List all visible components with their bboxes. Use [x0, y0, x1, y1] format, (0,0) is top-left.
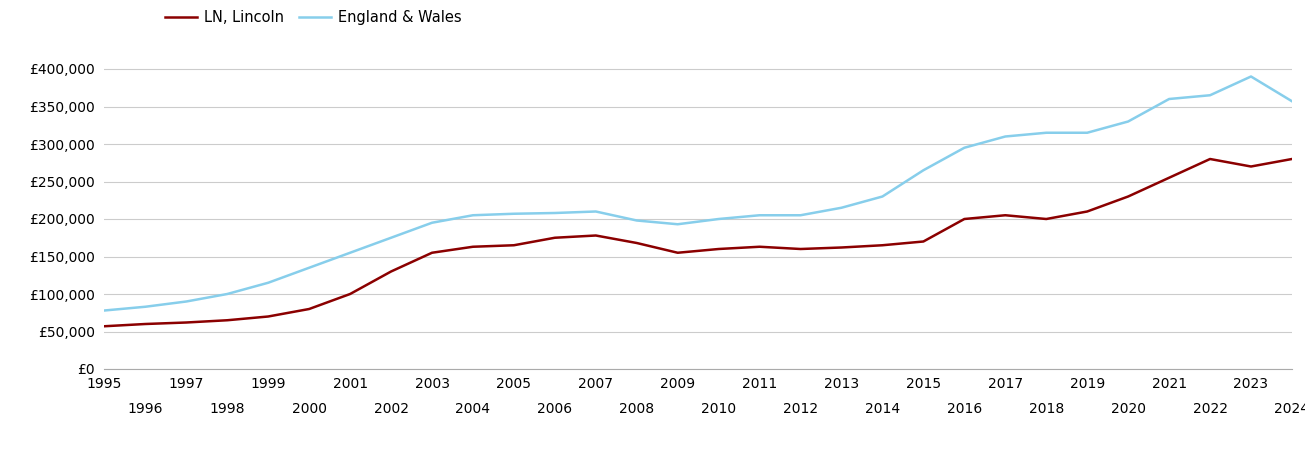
- LN, Lincoln: [1039, 216, 1054, 222]
- England & Wales: [669, 221, 685, 227]
- LN, Lincoln: [137, 321, 153, 327]
- LN, Lincoln: [465, 244, 480, 249]
- England & Wales: [506, 211, 522, 216]
- England & Wales: [547, 210, 562, 216]
- England & Wales: [1120, 119, 1135, 124]
- England & Wales: [342, 250, 358, 256]
- England & Wales: [711, 216, 727, 222]
- LN, Lincoln: [506, 243, 522, 248]
- LN, Lincoln: [1244, 164, 1259, 169]
- England & Wales: [384, 235, 399, 240]
- England & Wales: [916, 167, 932, 173]
- England & Wales: [957, 145, 972, 150]
- LN, Lincoln: [547, 235, 562, 240]
- England & Wales: [465, 212, 480, 218]
- LN, Lincoln: [1120, 194, 1135, 199]
- England & Wales: [301, 265, 317, 270]
- LN, Lincoln: [1284, 156, 1300, 162]
- England & Wales: [589, 209, 604, 214]
- England & Wales: [1244, 74, 1259, 79]
- England & Wales: [261, 280, 277, 285]
- England & Wales: [97, 308, 112, 313]
- Legend: LN, Lincoln, England & Wales: LN, Lincoln, England & Wales: [159, 4, 467, 31]
- England & Wales: [179, 299, 194, 304]
- LN, Lincoln: [589, 233, 604, 238]
- LN, Lincoln: [957, 216, 972, 222]
- England & Wales: [752, 212, 767, 218]
- England & Wales: [137, 304, 153, 310]
- LN, Lincoln: [916, 239, 932, 244]
- LN, Lincoln: [261, 314, 277, 319]
- LN, Lincoln: [874, 243, 890, 248]
- England & Wales: [1039, 130, 1054, 135]
- LN, Lincoln: [1202, 156, 1218, 162]
- LN, Lincoln: [1079, 209, 1095, 214]
- England & Wales: [1284, 99, 1300, 104]
- LN, Lincoln: [384, 269, 399, 274]
- LN, Lincoln: [179, 320, 194, 325]
- LN, Lincoln: [1161, 175, 1177, 180]
- England & Wales: [874, 194, 890, 199]
- LN, Lincoln: [711, 246, 727, 252]
- England & Wales: [834, 205, 850, 211]
- LN, Lincoln: [219, 318, 235, 323]
- England & Wales: [997, 134, 1013, 139]
- LN, Lincoln: [629, 240, 645, 246]
- England & Wales: [219, 291, 235, 297]
- Line: England & Wales: England & Wales: [104, 76, 1292, 310]
- England & Wales: [1161, 96, 1177, 102]
- England & Wales: [1202, 93, 1218, 98]
- England & Wales: [792, 212, 808, 218]
- LN, Lincoln: [97, 324, 112, 329]
- LN, Lincoln: [669, 250, 685, 256]
- England & Wales: [424, 220, 440, 225]
- LN, Lincoln: [752, 244, 767, 249]
- LN, Lincoln: [301, 306, 317, 312]
- England & Wales: [1079, 130, 1095, 135]
- LN, Lincoln: [997, 212, 1013, 218]
- England & Wales: [629, 218, 645, 223]
- LN, Lincoln: [834, 245, 850, 250]
- LN, Lincoln: [792, 246, 808, 252]
- Line: LN, Lincoln: LN, Lincoln: [104, 159, 1292, 326]
- LN, Lincoln: [342, 291, 358, 297]
- LN, Lincoln: [424, 250, 440, 256]
